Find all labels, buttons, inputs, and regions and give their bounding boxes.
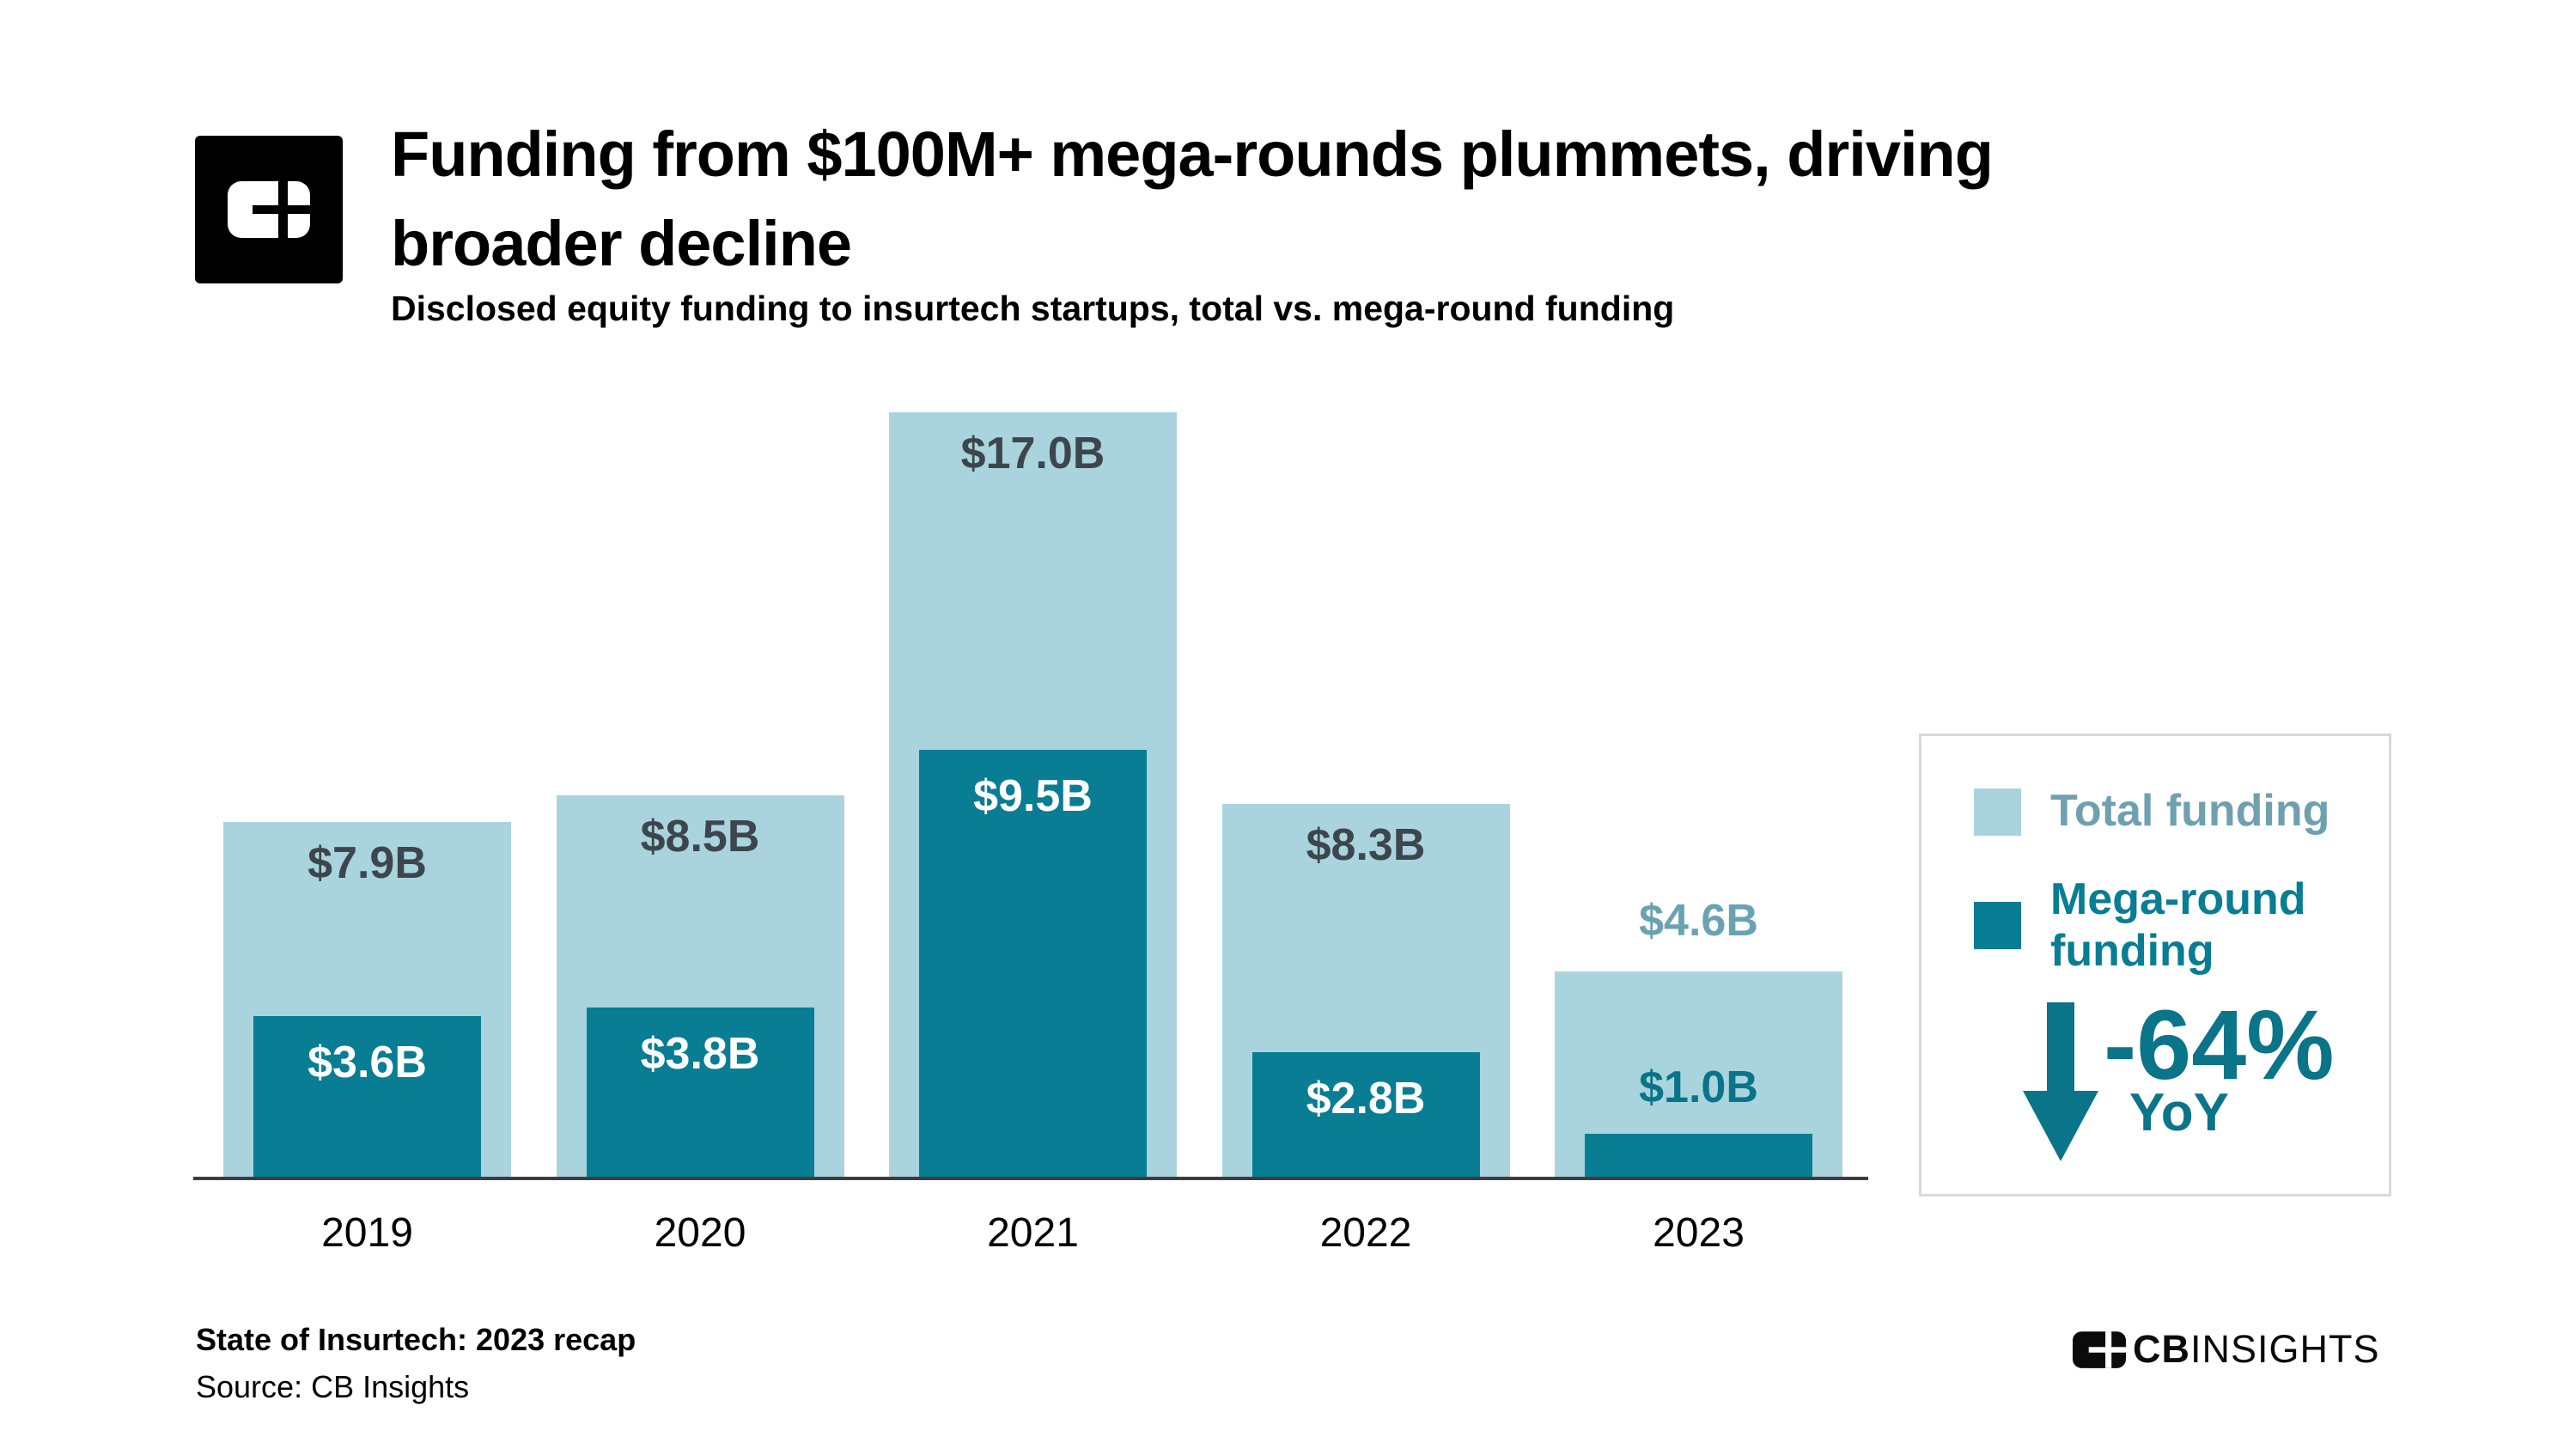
chart-legend: Total funding Mega-round funding -64% Yo… — [1919, 734, 2391, 1196]
page-title-line-1: Funding from $100M+ mega-rounds plummets… — [391, 119, 1994, 190]
label-mega-2020: $3.8B — [640, 1028, 760, 1079]
x-tick-2021: 2021 — [987, 1210, 1079, 1256]
source-note: Source: CB Insights — [196, 1369, 470, 1404]
wordmark-cb: CB — [2133, 1327, 2190, 1371]
label-total-2023: $4.6B — [1639, 895, 1758, 946]
cb-insights-logo-glyph — [228, 181, 310, 238]
legend-label-mega: Mega-round funding — [2050, 874, 2306, 976]
page-title-line-2: broader decline — [391, 208, 852, 279]
label-total-2022: $8.3B — [1306, 820, 1426, 871]
label-mega-2023: $1.0B — [1639, 1062, 1758, 1112]
page-title: Funding from $100M+ mega-rounds plummets… — [391, 110, 2392, 289]
label-mega-2021: $9.5B — [973, 771, 1093, 822]
x-tick-2020: 2020 — [654, 1210, 746, 1256]
yoy-change-label: YoY — [2129, 1083, 2229, 1142]
bar-mega-2020 — [586, 1007, 814, 1178]
x-tick-2019: 2019 — [321, 1210, 413, 1256]
x-axis-line — [193, 1177, 1868, 1180]
down-arrow-icon — [2023, 1002, 2098, 1161]
cb-insights-wordmark: CBINSIGHTS — [2073, 1327, 2380, 1372]
x-tick-2023: 2023 — [1653, 1210, 1745, 1256]
bar-mega-2021 — [919, 750, 1147, 1178]
bar-mega-2023 — [1585, 1133, 1812, 1178]
label-total-2020: $8.5B — [640, 811, 760, 861]
cb-insights-wordmark-text: CBINSIGHTS — [2133, 1327, 2380, 1372]
label-mega-2019: $3.6B — [308, 1038, 427, 1087]
cb-insights-logo — [195, 136, 343, 283]
cb-insights-logomark — [2073, 1330, 2126, 1368]
legend-label-total: Total funding — [2050, 786, 2330, 836]
legend-swatch-mega — [1974, 902, 2021, 949]
bar-mega-2022 — [1251, 1052, 1480, 1178]
x-tick-2022: 2022 — [1319, 1210, 1412, 1256]
label-total-2019: $7.9B — [308, 838, 427, 889]
wordmark-insights: INSIGHTS — [2190, 1327, 2380, 1371]
yoy-change-value: -64% — [2104, 990, 2335, 1100]
label-total-2021: $17.0B — [960, 428, 1105, 478]
page-subtitle: Disclosed equity funding to insurtech st… — [391, 289, 1675, 328]
bar-mega-2019 — [253, 1016, 481, 1178]
report-title-note: State of Insurtech: 2023 recap — [196, 1322, 636, 1357]
label-mega-2022: $2.8B — [1306, 1074, 1426, 1123]
legend-swatch-total — [1974, 788, 2021, 836]
